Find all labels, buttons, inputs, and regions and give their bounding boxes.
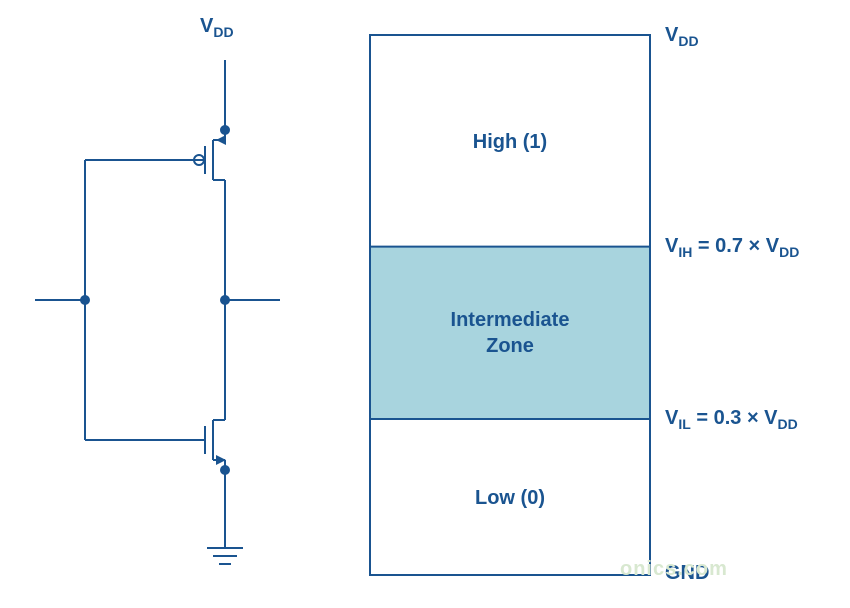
vdd-sub: DD <box>213 24 233 40</box>
vdd-main: V <box>200 15 213 37</box>
high-region-label: High (1) <box>370 129 650 155</box>
vil-s2: DD <box>778 416 798 432</box>
vih-pre: V <box>665 235 678 257</box>
vih-s1: IH <box>678 244 692 260</box>
diagram-root: VDD VDD VIH = 0.7 × VDD VIL = 0.3 × VDD … <box>0 0 850 608</box>
vih-s2: DD <box>779 244 799 260</box>
low-region-label: Low (0) <box>370 485 650 511</box>
vil-mid: = 0.3 × V <box>691 407 778 429</box>
intermediate-region-label: Intermediate Zone <box>370 307 650 359</box>
lvdd-main: V <box>665 24 678 46</box>
diagram-svg <box>0 0 850 608</box>
levels-vih-label: VIH = 0.7 × VDD <box>665 235 799 260</box>
lvdd-sub: DD <box>678 33 698 49</box>
vil-s1: IL <box>678 416 690 432</box>
levels-vdd-label: VDD <box>665 24 699 49</box>
watermark: onics.com <box>620 558 728 581</box>
mid-l1: Intermediate <box>451 309 570 331</box>
circuit-vdd-label: VDD <box>200 15 234 40</box>
vih-mid: = 0.7 × V <box>692 235 779 257</box>
mid-l2: Zone <box>486 335 534 357</box>
vil-pre: V <box>665 407 678 429</box>
levels-vil-label: VIL = 0.3 × VDD <box>665 407 798 432</box>
